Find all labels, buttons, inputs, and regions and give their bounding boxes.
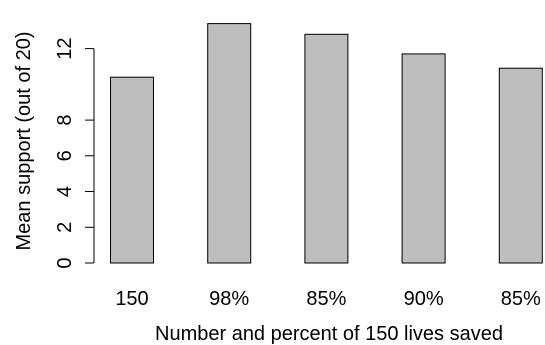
- bar: [207, 23, 252, 264]
- y-tick-label: 2: [54, 222, 76, 233]
- bars-group: [110, 23, 543, 264]
- x-axis-label: Number and percent of 150 lives saved: [155, 323, 503, 345]
- y-axis-label: Mean support (out of 20): [13, 31, 35, 250]
- x-tick-labels: 150 98% 85% 90% 85%: [115, 288, 541, 310]
- y-tick-label: 4: [54, 186, 76, 197]
- x-tick-label: 150: [115, 288, 148, 310]
- y-axis: 0 2 4 6 8 12: [54, 37, 95, 269]
- x-tick-label: 85%: [306, 288, 346, 310]
- bar: [401, 53, 446, 264]
- bar: [110, 76, 154, 264]
- y-tick-label: 0: [54, 257, 76, 268]
- y-tick-label: 8: [54, 115, 76, 126]
- x-tick-label: 98%: [209, 288, 249, 310]
- bar: [498, 67, 543, 264]
- x-tick-label: 85%: [501, 288, 541, 310]
- x-tick-label: 90%: [404, 288, 444, 310]
- y-tick-label: 6: [54, 150, 76, 161]
- y-tick-label: 12: [54, 37, 76, 59]
- bar: [304, 33, 349, 264]
